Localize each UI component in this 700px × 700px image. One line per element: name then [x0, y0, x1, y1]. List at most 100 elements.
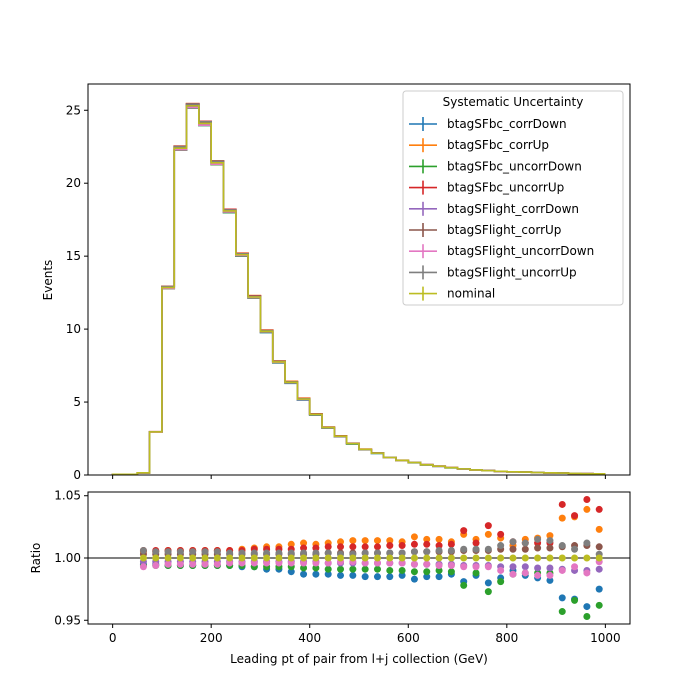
- ratio-point-nominal: [571, 554, 579, 562]
- legend-label: btagSFbc_uncorrDown: [447, 159, 582, 173]
- ratio-point-btagSFbc_uncorrUp: [300, 544, 308, 552]
- ratio-point-btagSFbc_uncorrUp: [410, 540, 418, 548]
- ratio-point-btagSFbc_uncorrDown: [447, 568, 455, 576]
- ratio-point-nominal: [509, 554, 517, 562]
- ratio-ytick-label: 0.95: [54, 613, 81, 627]
- ratio-point-btagSFlight_uncorrDown: [509, 570, 517, 578]
- ratio-point-btagSFbc_uncorrDown: [349, 565, 357, 573]
- legend-item-btagSFbc_uncorrDown: btagSFbc_uncorrDown: [409, 159, 582, 174]
- ratio-point-btagSFbc_corrDown: [337, 571, 345, 579]
- ratio-point-btagSFbc_uncorrUp: [571, 512, 579, 520]
- ratio-point-btagSFlight_corrUp: [534, 544, 542, 552]
- ratio-point-btagSFbc_uncorrDown: [337, 565, 345, 573]
- legend-item-btagSFlight_uncorrUp: btagSFlight_uncorrUp: [409, 265, 577, 280]
- ratio-point-btagSFbc_corrDown: [558, 594, 566, 602]
- ratio-point-btagSFbc_uncorrUp: [595, 505, 603, 513]
- ratio-point-btagSFbc_uncorrUp: [324, 543, 332, 551]
- ratio-point-btagSFlight_uncorrUp: [571, 545, 579, 553]
- ratio-point-btagSFlight_uncorrDown: [484, 563, 492, 571]
- ratio-point-btagSFlight_uncorrDown: [176, 560, 184, 568]
- ratio-point-btagSFlight_corrUp: [509, 545, 517, 553]
- ratio-point-btagSFbc_corrUp: [546, 532, 554, 540]
- ratio-point-nominal: [534, 554, 542, 562]
- ratio-point-btagSFbc_corrUp: [300, 539, 308, 547]
- ratio-ytick-label: 1.05: [54, 489, 81, 503]
- legend-label: btagSFbc_corrUp: [447, 138, 549, 152]
- ratio-point-btagSFlight_uncorrDown: [164, 560, 172, 568]
- ratio-point-btagSFlight_uncorrUp: [386, 549, 394, 557]
- ratio-point-nominal: [410, 554, 418, 562]
- ratio-point-nominal: [447, 554, 455, 562]
- ratio-point-btagSFlight_uncorrDown: [263, 559, 271, 567]
- ratio-point-nominal: [583, 554, 591, 562]
- ratio-point-nominal: [226, 554, 234, 562]
- ratio-point-btagSFbc_corrUp: [373, 537, 381, 545]
- ratio-point-nominal: [250, 554, 258, 562]
- main-plot-frame: [87, 83, 631, 476]
- ratio-point-nominal: [152, 554, 160, 562]
- ratio-point-nominal: [497, 554, 505, 562]
- ratio-point-btagSFbc_corrDown: [546, 576, 554, 584]
- x-axis-label: Leading pt of pair from l+j collection (…: [230, 652, 488, 666]
- ratio-point-btagSFbc_uncorrDown: [423, 568, 431, 576]
- ratio-point-btagSFbc_uncorrDown: [460, 581, 468, 589]
- ratio-point-btagSFlight_uncorrUp: [484, 545, 492, 553]
- ratio-point-btagSFlight_uncorrDown: [250, 559, 258, 567]
- ratio-point-btagSFlight_uncorrUp: [583, 539, 591, 547]
- ratio-point-btagSFbc_corrUp: [595, 525, 603, 533]
- ratio-point-btagSFbc_uncorrDown: [398, 566, 406, 574]
- legend-label: btagSFlight_corrUp: [447, 223, 561, 237]
- ratio-point-btagSFbc_uncorrUp: [447, 540, 455, 548]
- ratio-point-btagSFlight_corrDown: [546, 564, 554, 572]
- ratio-point-btagSFlight_uncorrDown: [312, 559, 320, 567]
- ratio-point-nominal: [460, 554, 468, 562]
- xtick-label: 800: [495, 631, 518, 645]
- ratio-point-btagSFlight_uncorrDown: [423, 560, 431, 568]
- main-ytick-label: 5: [73, 395, 81, 409]
- ratio-point-btagSFbc_corrDown: [324, 570, 332, 578]
- ratio-point-btagSFbc_uncorrDown: [312, 564, 320, 572]
- main-ytick-label: 25: [66, 103, 81, 117]
- ratio-point-btagSFbc_corrDown: [398, 571, 406, 579]
- hist-step-nominal: [111, 105, 606, 476]
- ratio-point-btagSFbc_uncorrDown: [300, 564, 308, 572]
- ratio-point-btagSFlight_uncorrDown: [546, 571, 554, 579]
- ratio-point-btagSFbc_uncorrDown: [484, 588, 492, 596]
- legend-label: nominal: [447, 287, 495, 301]
- ratio-point-btagSFbc_corrDown: [423, 573, 431, 581]
- ratio-point-btagSFlight_uncorrUp: [361, 549, 369, 557]
- ratio-point-btagSFbc_corrUp: [435, 535, 443, 543]
- ratio-point-btagSFbc_uncorrDown: [435, 566, 443, 574]
- ratio-point-btagSFbc_corrUp: [337, 538, 345, 546]
- ratio-point-btagSFbc_corrDown: [484, 579, 492, 587]
- ratio-point-btagSFlight_uncorrDown: [373, 559, 381, 567]
- ratio-point-btagSFbc_corrUp: [386, 537, 394, 545]
- ratio-point-btagSFlight_uncorrDown: [534, 571, 542, 579]
- ratio-point-btagSFbc_uncorrDown: [595, 601, 603, 609]
- ratio-point-btagSFlight_uncorrUp: [226, 549, 234, 557]
- ratio-point-btagSFlight_uncorrUp: [275, 549, 283, 557]
- ratio-point-btagSFlight_uncorrDown: [398, 559, 406, 567]
- ratio-point-btagSFbc_uncorrUp: [484, 522, 492, 530]
- ratio-point-btagSFbc_uncorrDown: [558, 608, 566, 616]
- ratio-point-btagSFlight_uncorrUp: [410, 548, 418, 556]
- ratio-point-nominal: [263, 554, 271, 562]
- ratio-point-btagSFbc_corrDown: [349, 571, 357, 579]
- main-y-ticks: 0 5 10 15 20 25: [66, 103, 88, 482]
- ratio-point-btagSFlight_uncorrUp: [447, 547, 455, 555]
- xtick-label: 600: [397, 631, 420, 645]
- ratio-point-btagSFbc_corrUp: [583, 505, 591, 513]
- legend-item-btagSFbc_corrDown: btagSFbc_corrDown: [409, 117, 567, 131]
- ratio-point-btagSFbc_corrDown: [300, 570, 308, 578]
- ratio-point-btagSFlight_uncorrUp: [423, 548, 431, 556]
- ratio-point-btagSFlight_corrUp: [521, 545, 529, 553]
- legend-box: [402, 90, 624, 306]
- ratio-point-btagSFbc_uncorrUp: [312, 544, 320, 552]
- ratio-point-btagSFlight_uncorrUp: [201, 548, 209, 556]
- ratio-point-nominal: [337, 554, 345, 562]
- ratio-point-btagSFlight_uncorrUp: [263, 549, 271, 557]
- ratio-point-btagSFlight_uncorrDown: [386, 559, 394, 567]
- ratio-y-ticks: 0.95 1.00 1.05: [54, 489, 88, 627]
- ratio-point-btagSFlight_uncorrUp: [546, 537, 554, 545]
- ratio-point-nominal: [373, 554, 381, 562]
